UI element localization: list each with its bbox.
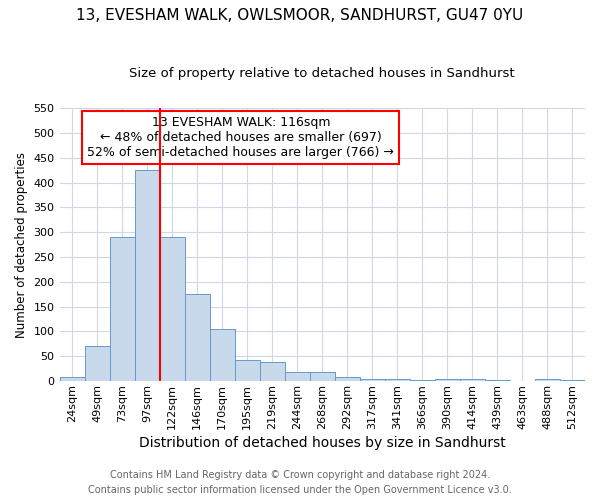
Bar	[134, 170, 160, 381]
Title: Size of property relative to detached houses in Sandhurst: Size of property relative to detached ho…	[130, 68, 515, 80]
Bar	[160, 237, 185, 381]
Y-axis label: Number of detached properties: Number of detached properties	[15, 152, 28, 338]
Bar	[59, 377, 85, 381]
Bar	[535, 379, 560, 381]
Bar	[260, 362, 285, 381]
Bar	[435, 379, 460, 381]
Bar	[185, 294, 209, 381]
X-axis label: Distribution of detached houses by size in Sandhurst: Distribution of detached houses by size …	[139, 436, 506, 450]
Bar	[335, 377, 360, 381]
Text: 13, EVESHAM WALK, OWLSMOOR, SANDHURST, GU47 0YU: 13, EVESHAM WALK, OWLSMOOR, SANDHURST, G…	[76, 8, 524, 22]
Bar	[285, 372, 310, 381]
Bar	[460, 379, 485, 381]
Bar	[560, 380, 585, 381]
Bar	[110, 237, 134, 381]
Bar	[235, 360, 260, 381]
Text: Contains HM Land Registry data © Crown copyright and database right 2024.
Contai: Contains HM Land Registry data © Crown c…	[88, 470, 512, 495]
Bar	[209, 329, 235, 381]
Bar	[85, 346, 110, 381]
Bar	[410, 380, 435, 381]
Bar	[360, 378, 385, 381]
Bar	[310, 372, 335, 381]
Text: 13 EVESHAM WALK: 116sqm
← 48% of detached houses are smaller (697)
52% of semi-d: 13 EVESHAM WALK: 116sqm ← 48% of detache…	[88, 116, 394, 159]
Bar	[485, 380, 510, 381]
Bar	[385, 379, 410, 381]
